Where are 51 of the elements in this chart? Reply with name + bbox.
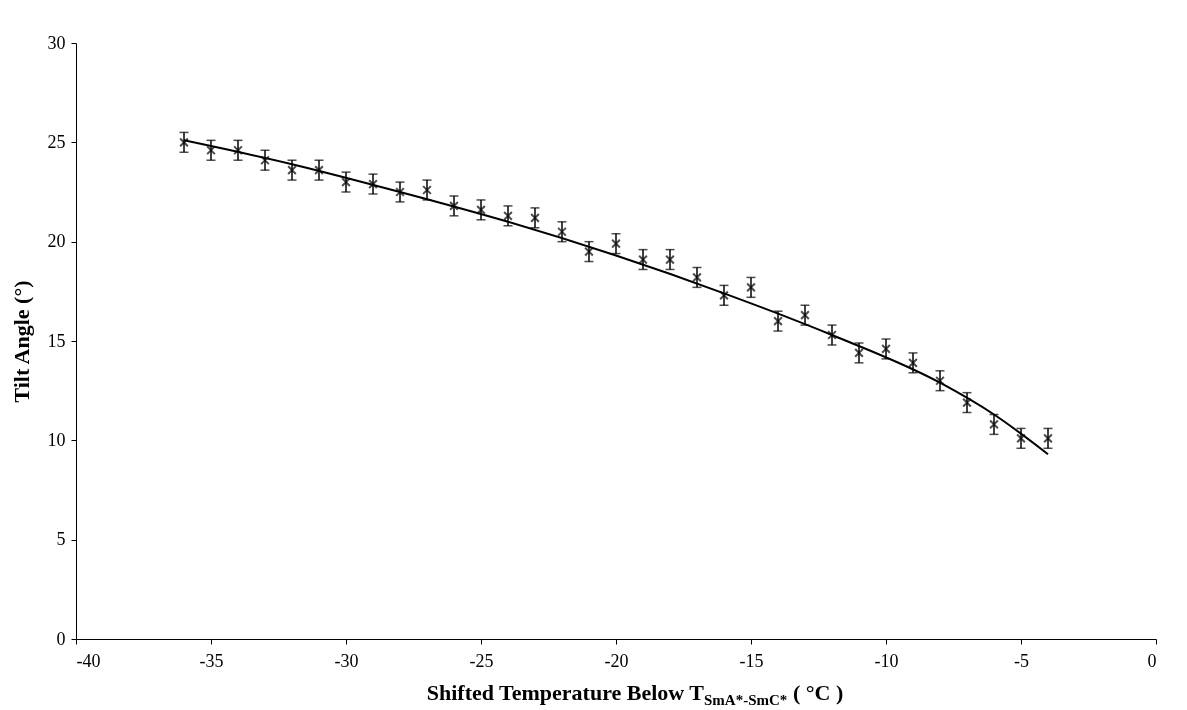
point [449, 201, 459, 211]
point [476, 205, 486, 215]
point [962, 397, 972, 408]
point [233, 145, 243, 156]
point [773, 316, 783, 327]
y-tick-label: 25 [47, 131, 66, 152]
y-axis-title: Tilt Angle (°) [8, 280, 34, 403]
x-tick-label: -40 [76, 650, 101, 671]
point [584, 246, 594, 257]
point [1016, 433, 1026, 444]
point [287, 165, 297, 176]
point [314, 165, 324, 176]
point [854, 348, 864, 358]
x-tick-label: -30 [334, 650, 359, 671]
point [908, 357, 918, 368]
point [719, 290, 729, 301]
point [530, 212, 540, 223]
point [935, 375, 945, 386]
x-tick-label: -5 [1014, 650, 1029, 671]
x-tick-label: -35 [199, 650, 224, 671]
point [206, 145, 216, 156]
y-tick-label: 10 [47, 429, 66, 450]
point [1043, 433, 1053, 444]
point [422, 185, 432, 195]
y-tick-label: 30 [47, 32, 66, 53]
point [557, 226, 567, 237]
point [692, 272, 702, 283]
point [341, 177, 351, 187]
x-tick-label: -20 [604, 650, 629, 671]
point [611, 238, 621, 249]
y-tick-label: 15 [47, 330, 66, 351]
point [638, 254, 648, 265]
x-tick-label: -25 [469, 650, 494, 671]
point [881, 344, 891, 354]
point [179, 137, 189, 148]
x-tick-label: 0 [1147, 650, 1157, 671]
x-tick-label: -10 [874, 650, 899, 671]
x-axis-title: Shifted Temperature Below T$_{SmA*-SmC*}$ ( °C ) [425, 680, 845, 710]
point [368, 179, 378, 189]
point [260, 155, 270, 166]
x-tick-label: -15 [739, 650, 764, 671]
point [395, 187, 405, 197]
point [746, 282, 756, 293]
point [827, 330, 837, 340]
point [503, 210, 513, 221]
y-tick-label: 5 [56, 529, 66, 550]
point [989, 419, 999, 430]
y-tick-label: 20 [47, 231, 66, 252]
y-tick-label: 0 [56, 628, 66, 649]
point [665, 254, 675, 265]
point [800, 310, 810, 321]
